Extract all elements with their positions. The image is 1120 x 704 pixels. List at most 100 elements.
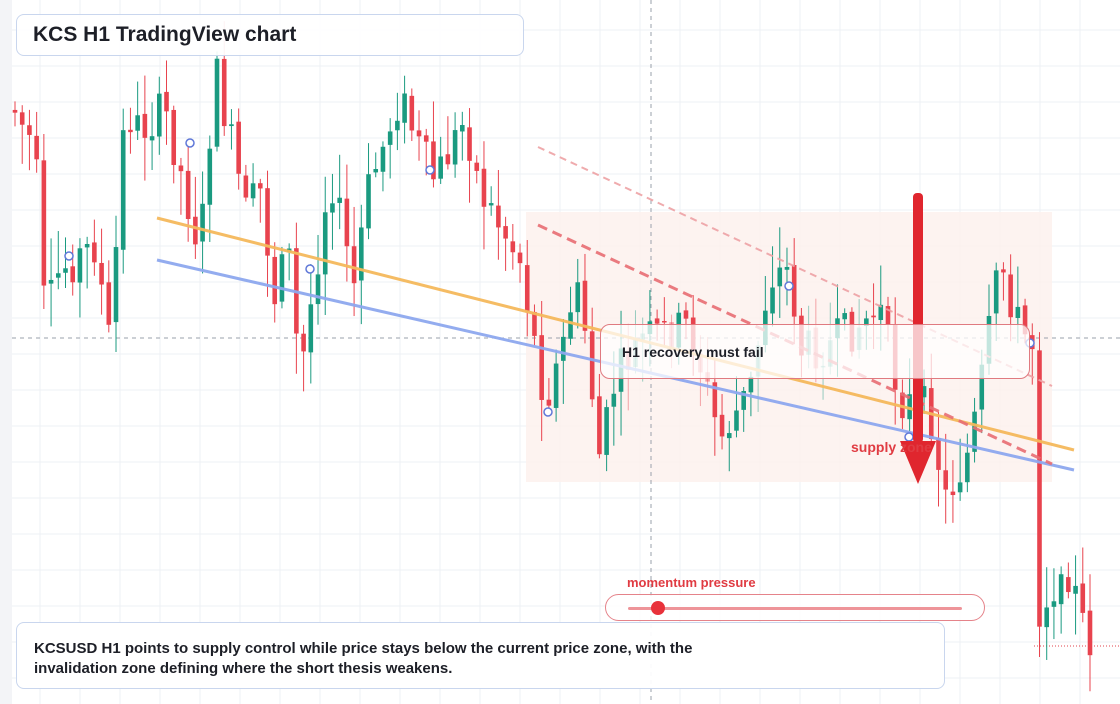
- candle-body-down: [416, 130, 422, 137]
- candle-body-up: [135, 115, 140, 131]
- candle-body-up: [315, 274, 321, 305]
- candle-body-down: [539, 335, 544, 400]
- red-dashed-trendline: [537, 223, 1053, 466]
- signal-marker: [185, 138, 195, 148]
- candle-body-down: [12, 109, 18, 113]
- candle-body-down: [719, 414, 725, 437]
- candle-body-down: [654, 318, 660, 324]
- candle-body-up: [972, 411, 977, 452]
- candle-body-up: [387, 131, 393, 145]
- signal-marker: [425, 165, 435, 175]
- description-box: KCSUSD H1 points to supply control while…: [16, 622, 945, 689]
- candle-body-up: [842, 313, 847, 320]
- signal-marker: [305, 264, 315, 274]
- callout-box: H1 recovery must fail: [600, 324, 1030, 379]
- candle-body-up: [48, 279, 54, 284]
- candle-body-down: [128, 129, 133, 133]
- candle-body-down: [546, 399, 552, 406]
- candle-body-up: [373, 169, 379, 173]
- candle-body-down: [1066, 577, 1071, 593]
- candle-body-up: [359, 227, 364, 281]
- candle-body-up: [460, 125, 465, 132]
- candle-body-up: [921, 386, 927, 398]
- candle-body-up: [366, 174, 371, 229]
- candle-body-down: [344, 198, 350, 247]
- candle-body-down: [712, 382, 718, 418]
- candle-body-up: [1015, 306, 1021, 318]
- candle-body-up: [113, 247, 119, 323]
- candle-body-down: [301, 333, 306, 352]
- candle-body-up: [149, 136, 155, 141]
- candle-body-up: [229, 124, 234, 127]
- candle-body-down: [142, 113, 148, 138]
- candle-body-down: [467, 127, 472, 161]
- candle-body-up: [1073, 585, 1078, 594]
- candle-body-down: [524, 265, 530, 312]
- candle-body-up: [330, 203, 335, 213]
- candle-body-up: [734, 410, 739, 431]
- candle-body-down: [272, 256, 278, 305]
- candle-body-down: [1001, 269, 1006, 273]
- candle-body-up: [84, 244, 90, 248]
- candle-body-up: [322, 212, 328, 275]
- candle-body-down: [164, 91, 169, 112]
- callout-text: H1 recovery must fail: [622, 343, 764, 360]
- candle-body-up: [748, 376, 754, 393]
- candle-body-down: [532, 311, 537, 336]
- candle-body-up: [120, 130, 126, 250]
- candle-body-up: [250, 183, 256, 199]
- candle-body-up: [993, 270, 999, 314]
- candle-body-up: [156, 93, 162, 137]
- candle-body-up: [878, 304, 884, 321]
- momentum-slider-track: [628, 607, 962, 610]
- candle-body-up: [55, 273, 61, 278]
- candle-body-up: [77, 248, 83, 283]
- candle-body-up: [488, 203, 494, 206]
- candle-body-down: [258, 183, 263, 189]
- candle-body-down: [662, 321, 667, 323]
- candle-body-down: [27, 125, 32, 135]
- candle-body-down: [582, 280, 588, 331]
- candle-body-up: [438, 156, 443, 179]
- candle-body-down: [70, 266, 76, 283]
- candle-body-down: [106, 282, 112, 325]
- candle-body-up: [957, 482, 963, 493]
- candle-body-up: [1058, 574, 1064, 605]
- candle-body-down: [409, 95, 415, 131]
- candle-body-up: [907, 394, 912, 420]
- candle-body-down: [41, 160, 47, 286]
- down-arrow-head: [900, 441, 936, 484]
- momentum-slider[interactable]: [605, 594, 985, 621]
- candle-body-up: [561, 336, 566, 361]
- candle-body-up: [777, 267, 783, 287]
- candle-body-down: [431, 141, 436, 180]
- candle-body-up: [784, 266, 790, 270]
- candle-body-up: [568, 312, 573, 339]
- candle-body-up: [965, 452, 970, 483]
- candle-body-up: [380, 146, 386, 172]
- candle-body-up: [726, 433, 732, 439]
- description-line-1: KCSUSD H1 points to supply control while…: [34, 640, 693, 657]
- candle-body-down: [1022, 305, 1028, 335]
- candle-body-up: [741, 391, 746, 410]
- candle-body-down: [871, 315, 876, 318]
- candle-body-up: [308, 304, 314, 353]
- candle-body-down: [236, 121, 241, 174]
- candle-body-down: [221, 58, 227, 127]
- candle-body-up: [214, 58, 220, 147]
- momentum-label: momentum pressure: [627, 575, 756, 590]
- candle-body-down: [597, 396, 602, 455]
- candle-body-down: [936, 438, 941, 470]
- momentum-slider-knob[interactable]: [651, 601, 666, 615]
- candle-body-up: [1051, 601, 1057, 607]
- candle-body-up: [770, 287, 775, 314]
- candle-body-up: [1044, 607, 1050, 628]
- candle-body-down: [885, 306, 891, 325]
- candle-body-up: [979, 364, 985, 410]
- candle-body-down: [496, 205, 501, 228]
- signal-marker: [543, 407, 553, 417]
- candle-body-down: [510, 241, 516, 253]
- candle-body-down: [178, 165, 184, 172]
- supply-zone-label: supply zone: [851, 439, 932, 455]
- candle-body-down: [193, 216, 198, 245]
